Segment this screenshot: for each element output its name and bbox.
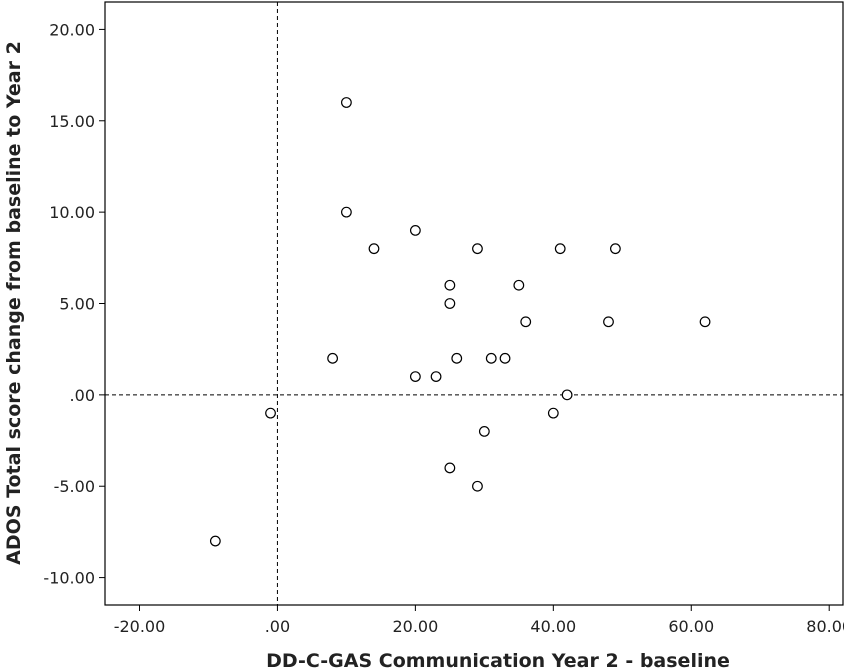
- data-point: [341, 206, 352, 218]
- data-point: [444, 298, 456, 309]
- data-point: [409, 371, 421, 382]
- plot-area: [104, 1, 844, 606]
- data-point: [478, 426, 490, 437]
- data-point: [444, 462, 456, 474]
- data-point: [554, 243, 566, 255]
- y-tick-label: 5.00: [59, 295, 95, 314]
- data-point: [472, 480, 483, 492]
- y-tick-label: .00: [70, 386, 95, 405]
- y-axis: -10.00 -5.00 .00 5.00 10.00 15.00 20.00: [43, 20, 105, 588]
- data-point: [485, 352, 497, 364]
- data-point: [327, 352, 339, 364]
- reference-lines: [105, 2, 843, 605]
- data-point: [209, 535, 221, 547]
- y-tick-label: -5.00: [54, 477, 95, 496]
- data-point: [561, 389, 573, 401]
- y-tick-label: 15.00: [49, 112, 95, 131]
- data-point: [499, 352, 511, 364]
- x-tick-label: 80.00: [806, 617, 844, 636]
- data-points: [209, 97, 711, 547]
- y-tick-label: 10.00: [49, 203, 95, 222]
- data-point: [341, 97, 352, 108]
- data-point: [451, 352, 463, 364]
- x-tick-label: 20.00: [392, 617, 438, 636]
- x-tick-label: 40.00: [530, 617, 576, 636]
- data-point: [444, 279, 456, 291]
- y-tick-label: 20.00: [49, 20, 95, 39]
- data-point: [409, 225, 421, 236]
- x-tick-label: .00: [265, 617, 290, 636]
- x-axis: -20.00 .00 20.00 40.00 60.00 80.00: [114, 605, 844, 636]
- x-tick-label: 60.00: [668, 617, 714, 636]
- data-point: [609, 243, 621, 255]
- data-point: [547, 407, 559, 419]
- data-point: [368, 243, 380, 255]
- data-point: [603, 316, 614, 328]
- y-axis-label: ADOS Total score change from baseline to…: [3, 41, 25, 565]
- data-point: [520, 316, 532, 328]
- x-axis-label: DD-C-GAS Communication Year 2 - baseline: [266, 650, 730, 671]
- x-tick-label: -20.00: [114, 617, 166, 636]
- data-point: [265, 407, 276, 419]
- data-point: [513, 279, 525, 291]
- data-point: [430, 371, 442, 382]
- y-tick-label: -10.00: [43, 569, 95, 588]
- data-point: [699, 316, 711, 328]
- data-point: [472, 243, 483, 255]
